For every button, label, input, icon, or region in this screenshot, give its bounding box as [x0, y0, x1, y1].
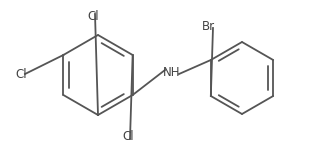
Text: Cl: Cl — [15, 67, 27, 81]
Text: Cl: Cl — [87, 10, 99, 23]
Text: Br: Br — [201, 20, 215, 33]
Text: Cl: Cl — [122, 130, 134, 143]
Text: NH: NH — [163, 65, 181, 79]
